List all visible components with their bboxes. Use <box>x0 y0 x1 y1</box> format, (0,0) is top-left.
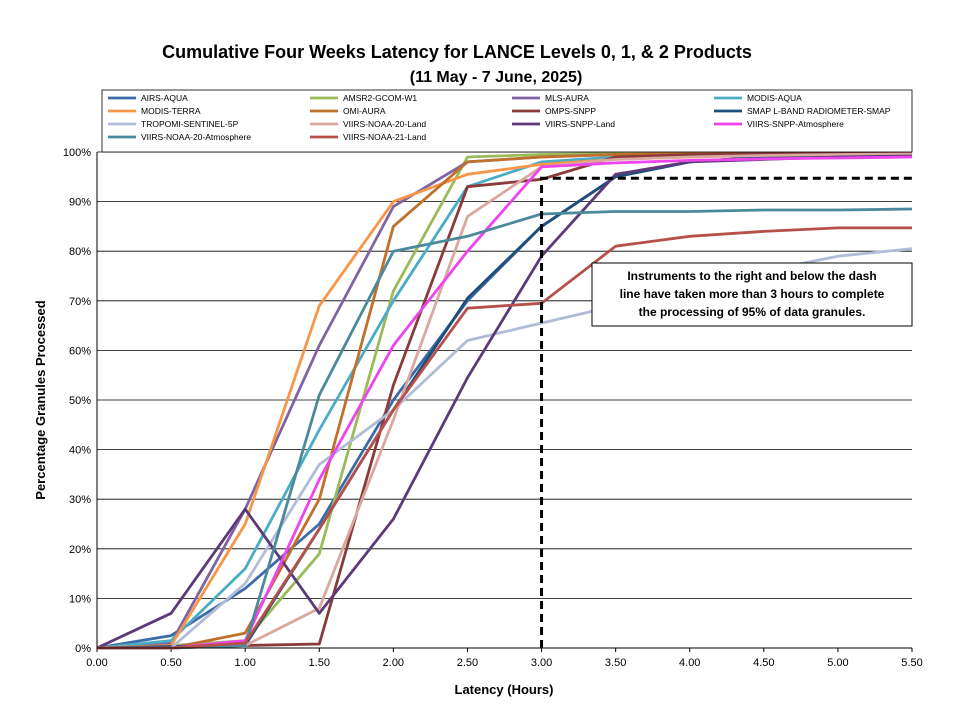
legend-label: OMPS-SNPP <box>545 106 596 116</box>
legend-label: VIIRS-NOAA-21-Land <box>343 132 426 142</box>
x-tick-label: 4.00 <box>679 657 700 669</box>
series-line-viirs-noaa-21-land <box>97 226 912 650</box>
y-tick-label: 30% <box>69 494 91 506</box>
y-tick-label: 10% <box>69 593 91 605</box>
series-line-viirs-noaa-20-atmosphere <box>97 207 913 650</box>
chart-subtitle: (11 May - 7 June, 2025) <box>410 69 583 86</box>
x-tick-label: 3.00 <box>531 657 552 669</box>
legend-label: AMSR2-GCOM-W1 <box>343 93 417 103</box>
series-line-airs-aqua <box>96 152 913 650</box>
series-line-viirs-snpp-atmosphere <box>97 155 913 650</box>
chart-title: Cumulative Four Weeks Latency for LANCE … <box>162 42 752 62</box>
legend-box <box>101 89 913 153</box>
series-lines <box>96 151 913 650</box>
x-tick-label: 2.00 <box>383 657 404 669</box>
x-tick-label: 5.00 <box>827 657 848 669</box>
legend-label: TROPOMI-SENTINEL-5P <box>141 119 239 129</box>
x-tick-label: 2.50 <box>457 657 478 669</box>
y-tick-label: 90% <box>69 197 91 209</box>
y-tick-label: 100% <box>63 147 91 159</box>
annotation-line-2: line have taken more than 3 hours to com… <box>620 287 885 301</box>
annotation-line-1: Instruments to the right and below the d… <box>627 269 876 283</box>
legend-label: AIRS-AQUA <box>141 93 188 103</box>
annotation-box <box>591 262 913 327</box>
y-tick-label: 70% <box>69 296 91 308</box>
y-axis-title: Percentage Granules Processed <box>33 300 48 499</box>
legend-label: VIIRS-SNPP-Atmosphere <box>747 119 844 129</box>
annotation-line-3: the processing of 95% of data granules. <box>639 305 866 319</box>
x-tick-label: 0.00 <box>86 657 107 669</box>
legend-label: OMI-AURA <box>343 106 386 116</box>
x-tick-label: 4.50 <box>753 657 774 669</box>
x-tick-labels: 0.00 0.50 1.00 1.50 2.00 2.50 3.00 3.50 4.00 4.50… <box>86 648 923 669</box>
x-tick-label: 3.50 <box>605 657 626 669</box>
x-tick-label: 0.50 <box>160 657 181 669</box>
y-tick-label: 50% <box>69 395 91 407</box>
x-tick-label: 1.00 <box>234 657 255 669</box>
y-tick-label: 60% <box>69 345 91 357</box>
y-tick-labels: 0% 10% 20% 30% 40% 50% 60% 70% 80% 90% 100% <box>63 147 91 655</box>
x-tick-label: 5.50 <box>901 657 922 669</box>
y-tick-label: 40% <box>69 445 91 457</box>
legend-label: SMAP L-BAND RADIOMETER-SMAP <box>747 106 891 116</box>
threshold-dash-line <box>540 176 912 648</box>
x-axis-title: Latency (Hours) <box>455 682 554 697</box>
legend-label: MODIS-TERRA <box>141 106 201 116</box>
y-tick-label: 20% <box>69 544 91 556</box>
series-line-viirs-noaa-20-land <box>97 152 913 650</box>
legend-label: MODIS-AQUA <box>747 93 802 103</box>
legend-label: VIIRS-SNPP-Land <box>545 119 615 129</box>
y-tick-label: 0% <box>75 643 91 655</box>
x-tick-label: 1.50 <box>309 657 330 669</box>
legend: AIRS-AQUA AMSR2-GCOM-W1 MLS-AURA MODIS-AQUA… <box>108 93 891 142</box>
y-tick-label: 80% <box>69 246 91 258</box>
legend-label: MLS-AURA <box>545 93 589 103</box>
series-line-modis-terra <box>96 152 913 650</box>
legend-label: VIIRS-NOAA-20-Atmosphere <box>141 132 251 142</box>
series-line-smap-l-band-radiometer-smap <box>96 153 913 650</box>
legend-label: VIIRS-NOAA-20-Land <box>343 119 426 129</box>
grid-lines <box>97 151 912 599</box>
